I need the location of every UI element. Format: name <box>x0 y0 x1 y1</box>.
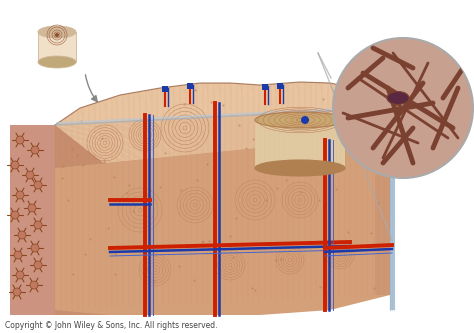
Circle shape <box>34 261 42 269</box>
Circle shape <box>55 33 59 37</box>
Circle shape <box>13 288 21 296</box>
Bar <box>262 84 268 90</box>
Circle shape <box>18 231 26 239</box>
Circle shape <box>333 38 473 178</box>
Ellipse shape <box>387 92 409 105</box>
Circle shape <box>14 251 22 259</box>
Circle shape <box>16 136 24 144</box>
Circle shape <box>16 271 24 279</box>
Circle shape <box>34 181 42 189</box>
Bar <box>162 86 168 92</box>
Circle shape <box>301 116 309 124</box>
Text: Copyright © John Wiley & Sons, Inc. All rights reserved.: Copyright © John Wiley & Sons, Inc. All … <box>5 321 218 330</box>
Polygon shape <box>55 125 110 315</box>
Polygon shape <box>55 82 390 168</box>
Polygon shape <box>55 135 390 315</box>
Ellipse shape <box>255 112 345 128</box>
Circle shape <box>31 244 39 252</box>
Ellipse shape <box>38 56 76 68</box>
Bar <box>187 83 193 89</box>
Circle shape <box>34 221 42 229</box>
Circle shape <box>16 191 24 199</box>
Polygon shape <box>10 125 55 315</box>
Polygon shape <box>38 32 76 62</box>
Circle shape <box>11 211 19 219</box>
Ellipse shape <box>255 160 345 176</box>
Circle shape <box>31 146 39 154</box>
Bar <box>277 83 283 89</box>
Ellipse shape <box>38 26 76 38</box>
Circle shape <box>28 204 36 212</box>
Circle shape <box>30 281 38 289</box>
Polygon shape <box>375 95 390 295</box>
Circle shape <box>26 171 34 179</box>
Circle shape <box>11 161 19 169</box>
Polygon shape <box>390 108 395 310</box>
Polygon shape <box>255 120 345 168</box>
